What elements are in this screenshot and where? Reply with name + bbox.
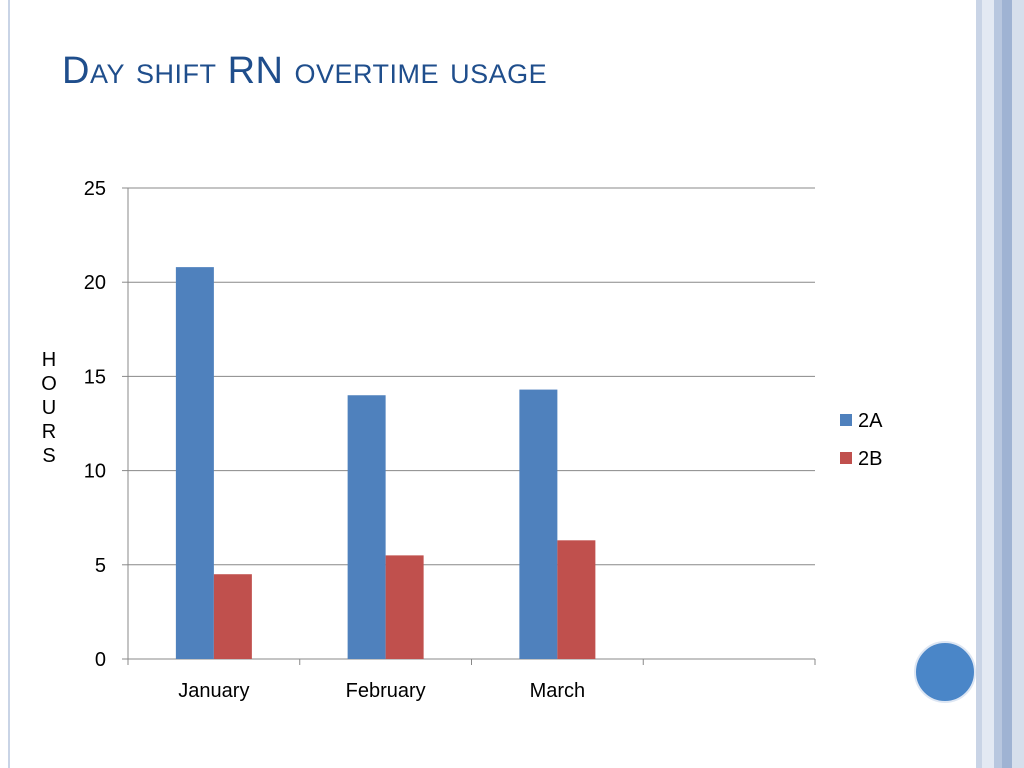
bar-2b-february: [385, 555, 424, 659]
legend-swatch-2a: [840, 414, 852, 426]
y-tick-label: 15: [84, 366, 106, 388]
border-stripe: [976, 0, 982, 768]
y-axis-label: H O U R S: [36, 348, 62, 468]
y-tick-label: 20: [84, 272, 106, 294]
legend-swatch-2b: [840, 452, 852, 464]
slide-left-border: [0, 0, 10, 768]
y-tick-label: 5: [95, 555, 106, 577]
y-axis-label-letter: O: [41, 373, 57, 395]
border-stripe: [982, 0, 994, 768]
x-tick-label: March: [530, 680, 586, 702]
border-stripe: [1002, 0, 1012, 768]
y-axis-label-letter: H: [41, 349, 57, 371]
y-axis-label-letter: U: [41, 397, 57, 419]
slide-title: Day shift RN overtime usage: [62, 50, 548, 92]
y-axis-label-letter: R: [41, 421, 57, 443]
x-tick-label: January: [178, 680, 249, 702]
y-tick-label: 0: [95, 649, 106, 671]
bar-2b-march: [557, 540, 596, 659]
y-axis-label-letter: S: [42, 445, 56, 467]
slide-right-border: [976, 0, 1024, 768]
x-tick-label: February: [346, 680, 426, 702]
border-stripe: [1012, 0, 1024, 768]
bar-2a-january: [175, 267, 214, 659]
y-tick-label: 25: [84, 178, 106, 200]
border-stripe: [994, 0, 1002, 768]
decorative-circle-icon: [914, 641, 976, 703]
bar-2a-march: [519, 389, 558, 659]
legend-label: 2B: [858, 448, 882, 470]
legend-label: 2A: [858, 410, 883, 432]
bar-2a-february: [347, 395, 386, 659]
bar-2b-january: [213, 574, 252, 659]
y-tick-label: 10: [84, 461, 106, 483]
